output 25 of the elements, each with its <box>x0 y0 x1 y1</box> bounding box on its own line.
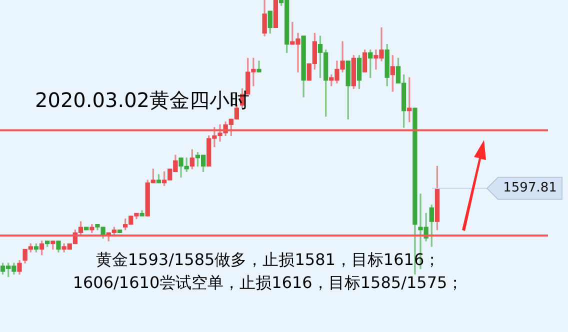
candlestick <box>190 149 194 170</box>
candlestick <box>356 55 362 89</box>
candlestick <box>346 60 350 120</box>
candlestick <box>407 77 412 122</box>
candlestick <box>56 240 61 252</box>
candlestick <box>34 243 39 252</box>
candlestick <box>156 174 162 184</box>
candlestick <box>140 210 144 216</box>
candlestick <box>362 50 368 72</box>
candlestick <box>390 55 395 92</box>
candlestick <box>273 0 278 28</box>
candlestick <box>45 240 50 247</box>
candlestick <box>301 36 306 98</box>
text: 1597.81 <box>503 180 557 196</box>
candlestick <box>351 55 356 89</box>
candlestick <box>17 260 22 275</box>
candlestick <box>384 44 390 86</box>
candlestick <box>262 0 267 36</box>
annotation: 1606/1610尝试空单，止损1616，目标1585/1575； <box>72 273 464 292</box>
candlestick <box>117 230 122 234</box>
annotation: 黄金1593/1585做多，止损1581，目标1616； <box>96 250 440 270</box>
candlestick <box>50 240 56 250</box>
candlestick <box>39 240 44 256</box>
candlestick <box>256 60 262 72</box>
candlestick <box>368 50 373 78</box>
